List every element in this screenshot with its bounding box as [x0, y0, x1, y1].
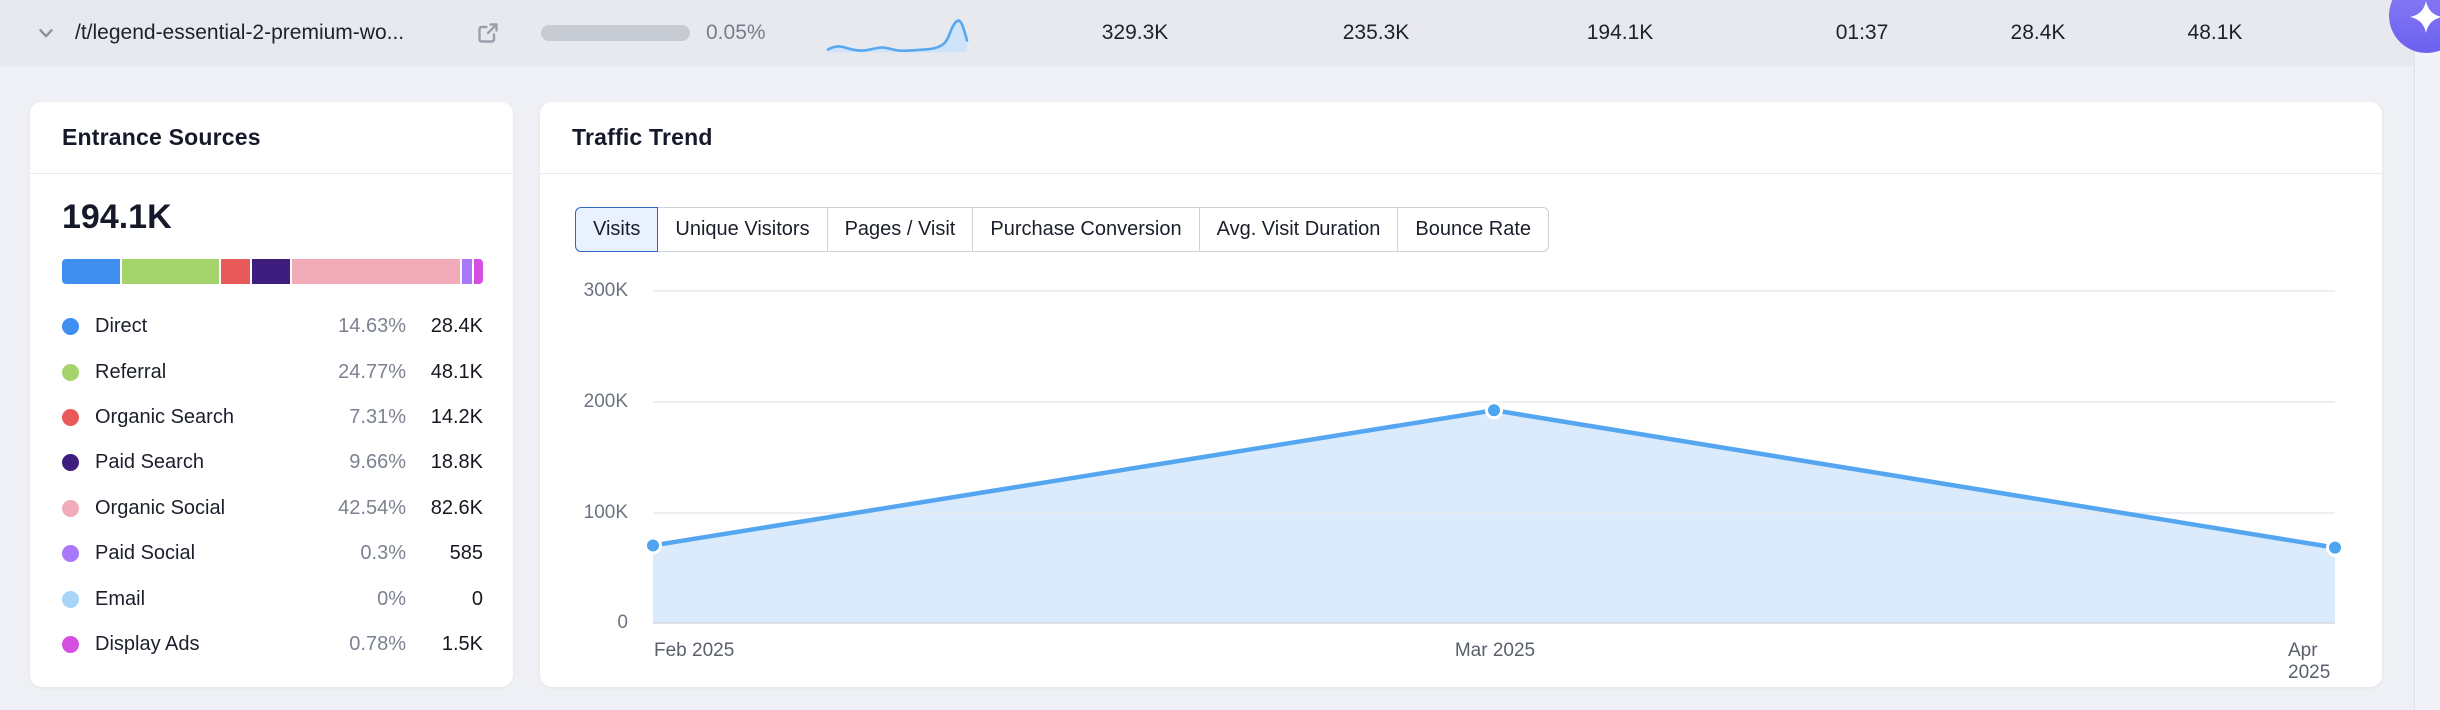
legend-row-display-ads: Display Ads 0.78% 1.5K	[62, 622, 483, 667]
tab-purchase-conversion[interactable]: Purchase Conversion	[972, 207, 1200, 252]
source-bar-segment	[252, 259, 291, 284]
source-bar-segment	[121, 259, 220, 284]
legend-dot	[62, 590, 79, 608]
legend-percent: 0.3%	[360, 542, 406, 565]
source-bar-segment	[62, 259, 120, 284]
legend-percent: 0.78%	[349, 632, 406, 655]
entrance-sources-total: 194.1K	[62, 198, 172, 236]
metric-avg-visit-duration: 01:37	[1835, 21, 1889, 44]
page-path: /t/legend-essential-2-premium-wo...	[75, 21, 405, 44]
legend-value: 14.2K	[430, 405, 483, 428]
legend-percent: 24.77%	[338, 360, 406, 383]
legend-row-direct: Direct 14.63% 28.4K	[62, 304, 483, 349]
entrance-sources-title: Entrance Sources	[30, 102, 513, 174]
x-tick-mar: Mar 2025	[1454, 640, 1536, 661]
legend-label: Email	[95, 587, 146, 610]
entrance-sources-card: Entrance Sources 194.1K Direct 14.63% 28…	[30, 102, 513, 687]
traffic-trend-card: Traffic Trend Visits Unique Visitors Pag…	[540, 102, 2382, 687]
legend-row-paid-search: Paid Search 9.66% 18.8K	[62, 440, 483, 485]
y-tick-200k: 200K	[583, 391, 628, 412]
legend-dot	[62, 454, 79, 472]
legend-row-organic-social: Organic Social 42.54% 82.6K	[62, 486, 483, 531]
legend-dot	[62, 499, 79, 517]
source-bar-segment	[462, 259, 472, 284]
legend-value: 48.1K	[430, 360, 483, 383]
y-tick-300k: 300K	[583, 280, 628, 301]
legend-row-organic-search: Organic Search 7.31% 14.2K	[62, 395, 483, 440]
legend-label: Display Ads	[95, 632, 200, 655]
metric-tabs: Visits Unique Visitors Pages / Visit Pur…	[575, 207, 1550, 252]
legend-value: 82.6K	[430, 496, 483, 519]
legend-percent: 7.31%	[349, 405, 406, 428]
legend-value: 18.8K	[430, 451, 483, 474]
tab-visits[interactable]: Visits	[575, 207, 659, 252]
top-pages-table-row: /t/legend-essential-2-premium-wo... 0.05…	[0, 0, 2414, 66]
legend-dot	[62, 635, 79, 653]
sparkle-icon	[2410, 1, 2440, 33]
source-legend: Direct 14.63% 28.4K Referral 24.77% 48.1…	[62, 304, 483, 667]
metric-visits: 329.3K	[1101, 21, 1169, 44]
x-tick-apr: Apr 2025	[2288, 640, 2331, 683]
trend-marker	[644, 536, 662, 555]
legend-dot	[62, 363, 79, 381]
metric-entrances: 194.1K	[1586, 21, 1654, 44]
traffic-share-bar	[541, 25, 690, 41]
legend-value: 0	[471, 587, 483, 610]
legend-row-referral: Referral 24.77% 48.1K	[62, 349, 483, 394]
trend-marker	[2326, 538, 2344, 557]
legend-row-email: Email 0% 0	[62, 576, 483, 621]
legend-label: Organic Social	[95, 496, 226, 519]
external-link-icon[interactable]	[476, 21, 500, 45]
legend-percent: 42.54%	[338, 496, 406, 519]
tab-bounce-rate[interactable]: Bounce Rate	[1397, 207, 1550, 252]
legend-dot	[62, 408, 79, 426]
tab-unique-visitors[interactable]: Unique Visitors	[657, 207, 828, 252]
y-tick-0: 0	[617, 612, 628, 633]
legend-dot	[62, 318, 79, 336]
scrollbar-track[interactable]	[2414, 0, 2440, 710]
trend-sparkline	[826, 19, 969, 53]
source-bar-segment	[292, 259, 461, 284]
legend-percent: 0%	[377, 587, 406, 610]
metric-direct: 28.4K	[2010, 21, 2066, 44]
metric-referral: 48.1K	[2187, 21, 2243, 44]
metric-unique-visitors: 235.3K	[1342, 21, 1410, 44]
legend-percent: 9.66%	[349, 451, 406, 474]
y-tick-100k: 100K	[583, 502, 628, 523]
legend-label: Organic Search	[95, 405, 234, 428]
trend-area	[653, 410, 2335, 623]
traffic-trend-title: Traffic Trend	[540, 102, 2382, 174]
trend-marker	[1485, 401, 1503, 420]
traffic-trend-chart[interactable]	[540, 102, 2382, 687]
source-bar-segment	[221, 259, 251, 284]
legend-label: Direct	[95, 315, 148, 338]
legend-value: 1.5K	[441, 632, 483, 655]
legend-row-paid-social: Paid Social 0.3% 585	[62, 531, 483, 576]
chevron-down-icon[interactable]	[35, 22, 57, 44]
legend-dot	[62, 545, 79, 563]
legend-value: 585	[449, 542, 483, 565]
legend-label: Referral	[95, 360, 167, 383]
x-tick-feb: Feb 2025	[654, 640, 735, 661]
traffic-share-percent: 0.05%	[706, 21, 766, 44]
tab-avg-visit-duration[interactable]: Avg. Visit Duration	[1198, 207, 1399, 252]
legend-label: Paid Social	[95, 542, 196, 565]
source-bar-segment	[473, 259, 483, 284]
source-bar	[62, 259, 483, 284]
legend-percent: 14.63%	[338, 315, 406, 338]
legend-label: Paid Search	[95, 451, 204, 474]
legend-value: 28.4K	[430, 315, 483, 338]
tab-pages-per-visit[interactable]: Pages / Visit	[826, 207, 974, 252]
